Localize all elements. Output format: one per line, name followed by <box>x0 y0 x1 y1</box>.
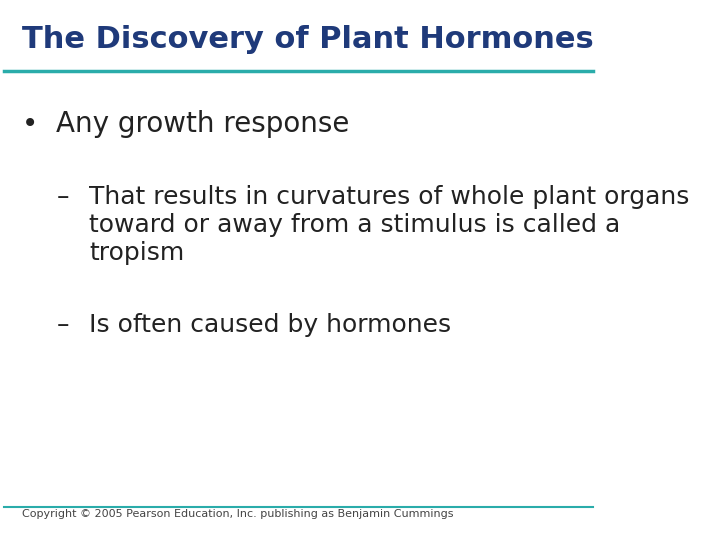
Text: Copyright © 2005 Pearson Education, Inc. publishing as Benjamin Cummings: Copyright © 2005 Pearson Education, Inc.… <box>22 509 454 519</box>
Text: –: – <box>57 185 70 209</box>
Text: Is often caused by hormones: Is often caused by hormones <box>89 313 451 336</box>
Text: That results in curvatures of whole plant organs
toward or away from a stimulus : That results in curvatures of whole plan… <box>89 185 690 265</box>
Text: •  Any growth response: • Any growth response <box>22 111 349 138</box>
Text: The Discovery of Plant Hormones: The Discovery of Plant Hormones <box>22 25 593 55</box>
Text: –: – <box>57 313 70 336</box>
